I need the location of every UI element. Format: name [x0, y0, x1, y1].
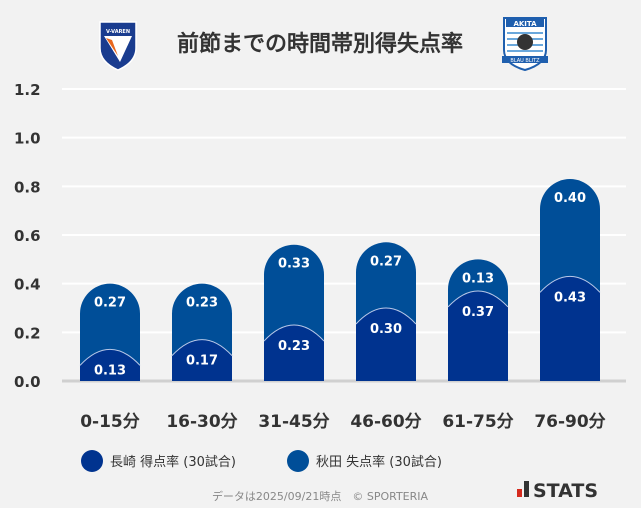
x-tick-label: 16-30分	[166, 412, 237, 432]
bar-segment-edge	[263, 324, 325, 342]
chart-title: 前節までの時間帯別得失点率	[177, 31, 463, 57]
data-label-bottom: 0.37	[462, 305, 494, 320]
svg-text:V-VAREN: V-VAREN	[106, 29, 130, 35]
legend-swatch	[287, 450, 309, 472]
svg-text:STATS: STATS	[533, 480, 598, 502]
x-tick-label: 0-15分	[80, 412, 140, 432]
svg-text:BLAU BLITZ: BLAU BLITZ	[510, 58, 540, 64]
legend-label: 秋田 失点率 (30試合)	[316, 454, 442, 470]
logo-right: AKITA BLAU BLITZ	[502, 17, 548, 72]
data-label-top: 0.40	[554, 191, 586, 206]
bar-segment-bottom	[172, 339, 232, 381]
x-tick-label: 76-90分	[534, 412, 605, 432]
bar-segment-edge	[171, 339, 233, 356]
data-label-bottom: 0.23	[278, 339, 310, 354]
x-tick-label: 31-45分	[258, 412, 329, 432]
stats-logo: STATS	[517, 480, 598, 502]
bar-segment-edge	[79, 349, 141, 366]
data-label-bottom: 0.13	[94, 363, 126, 378]
bar-segment-bottom	[356, 308, 416, 381]
data-label-top: 0.13	[462, 271, 494, 286]
y-tick-label: 1.2	[14, 81, 41, 99]
legend-swatch	[81, 450, 103, 472]
y-tick-label: 1.0	[14, 130, 41, 148]
bar-segment-edge	[355, 307, 417, 325]
data-label-bottom: 0.30	[370, 322, 402, 337]
logo-left: V-VAREN	[99, 21, 137, 71]
data-label-top: 0.27	[94, 296, 126, 311]
bar-segment-edge	[539, 276, 601, 293]
legend-label: 長崎 得点率 (30試合)	[110, 454, 236, 470]
data-label-top: 0.33	[278, 257, 310, 272]
bar-segment-bottom	[80, 349, 140, 381]
bar-segment-bottom	[540, 276, 600, 381]
svg-text:AKITA: AKITA	[513, 20, 537, 28]
y-tick-label: 0.0	[14, 373, 41, 391]
footer-text: データは2025/09/21時点 © SPORTERIA	[212, 489, 429, 503]
bar-segment-edge	[447, 290, 509, 308]
y-tick-label: 0.6	[14, 227, 41, 245]
data-label-top: 0.23	[186, 296, 218, 311]
data-label-bottom: 0.17	[186, 354, 218, 369]
y-tick-label: 0.2	[14, 324, 41, 342]
bar-segment-bottom	[448, 290, 508, 381]
bar-segment-bottom	[264, 325, 324, 381]
x-tick-label: 46-60分	[350, 412, 421, 432]
x-tick-label: 61-75分	[442, 412, 513, 432]
y-tick-label: 0.4	[14, 276, 41, 294]
data-label-bottom: 0.43	[554, 290, 586, 305]
data-label-top: 0.27	[370, 254, 402, 269]
y-tick-label: 0.8	[14, 178, 41, 196]
